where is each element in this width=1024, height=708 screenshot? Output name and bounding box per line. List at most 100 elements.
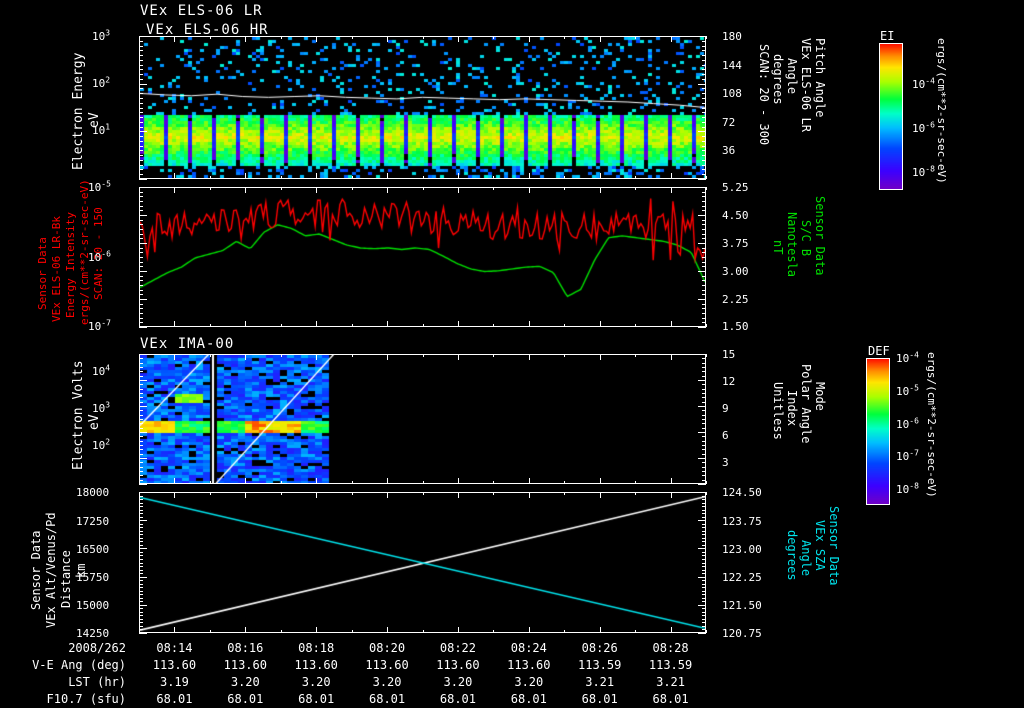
axis-tick: [139, 534, 143, 536]
axis-tick: [698, 36, 706, 37]
axis-tick: [702, 247, 706, 249]
axis-tick: [698, 520, 706, 522]
axis-tick: [139, 294, 143, 296]
footer-row-label-ve-ang: V-E Ang (deg): [32, 658, 126, 672]
panel4-left-axis-line-2: Distance: [59, 550, 73, 608]
axis-tick: [702, 121, 706, 123]
axis-tick: [702, 40, 706, 42]
axis-tick: [702, 513, 706, 515]
axis-tick: [702, 233, 706, 235]
axis-tick: [698, 179, 706, 180]
axis-tick: [139, 445, 143, 446]
axis-tick: [280, 187, 282, 190]
axis-tick: [139, 453, 143, 455]
axis-tick: [528, 478, 530, 484]
axis-tick: [387, 187, 389, 193]
axis-tick: [493, 187, 495, 190]
axis-tick: [702, 466, 706, 468]
axis-tick: [635, 176, 637, 179]
axis-tick: [702, 257, 706, 258]
axis-tick: [387, 321, 389, 327]
panel1-ytick-2: 101: [92, 122, 111, 137]
panel1-right-axis-line-4: SCAN: 20 - 300: [757, 44, 771, 146]
panel1-rtick-0: 180: [722, 30, 742, 43]
panel3-rtick-3: 6: [722, 429, 729, 442]
axis-tick: [702, 375, 706, 377]
axis-tick: [209, 354, 211, 357]
axis-tick: [139, 362, 143, 364]
axis-tick: [698, 380, 706, 381]
panel2-ytick-0: 10-5: [88, 179, 111, 194]
axis-tick: [139, 285, 143, 286]
axis-tick: [139, 201, 143, 202]
axis-tick: [670, 321, 672, 327]
axis-tick: [280, 630, 282, 633]
axis-tick: [139, 117, 143, 119]
footer-ve-ang-2: 113.60: [294, 658, 338, 672]
panel4-ytick-3: 15750: [76, 571, 110, 584]
axis-tick: [139, 102, 143, 104]
axis-tick: [702, 322, 706, 324]
axis-tick: [702, 102, 706, 104]
axis-tick: [528, 187, 530, 193]
axis-tick: [139, 354, 147, 355]
axis-tick: [139, 608, 143, 610]
axis-tick: [139, 523, 143, 525]
axis-tick: [702, 69, 706, 71]
footer-ve-ang-3: 113.60: [365, 658, 409, 672]
panel2-rtick-4: 2.25: [722, 293, 749, 306]
axis-tick: [139, 548, 147, 550]
axis-tick: [702, 471, 706, 472]
axis-tick: [139, 541, 143, 543]
axis-tick: [702, 59, 706, 61]
axis-tick: [702, 566, 706, 568]
axis-tick: [139, 594, 143, 596]
axis-tick: [702, 544, 706, 546]
axis-tick: [706, 630, 707, 633]
axis-tick: [245, 492, 247, 498]
axis-tick: [139, 551, 143, 553]
axis-tick: [702, 449, 706, 451]
axis-tick: [702, 475, 706, 477]
axis-tick: [280, 324, 282, 327]
panel3-rtick-0: 15: [722, 348, 736, 361]
axis-tick: [698, 548, 706, 550]
panel1-ytick-0: 103: [92, 28, 111, 43]
axis-tick: [702, 155, 706, 157]
axis-tick: [139, 45, 143, 47]
footer-time-0: 08:14: [156, 641, 193, 655]
axis-tick: [139, 229, 143, 230]
axis-tick: [139, 471, 143, 472]
footer-f107-3: 68.01: [369, 692, 406, 706]
axis-tick: [599, 173, 601, 179]
colorbar-def-tick-2: 10-6: [896, 416, 919, 431]
axis-tick: [599, 36, 601, 42]
panel2-right-axis-line-2: Nanotesla: [785, 212, 799, 278]
axis-tick: [702, 541, 706, 543]
axis-tick: [139, 145, 143, 147]
axis-tick: [702, 289, 706, 291]
axis-tick: [139, 187, 140, 190]
axis-tick: [702, 371, 706, 373]
axis-tick: [670, 173, 672, 179]
colorbar-ei-unit-label: ergs/(cm**2-sr-sec-eV): [935, 38, 948, 184]
panel4-ytick-1: 17250: [76, 515, 110, 528]
axis-tick: [387, 478, 389, 484]
axis-tick: [245, 478, 247, 484]
axis-tick: [139, 69, 143, 71]
axis-tick: [139, 112, 143, 114]
axis-tick: [316, 478, 318, 484]
axis-tick: [139, 131, 147, 133]
panel2-rtick-0: 5.25: [722, 181, 749, 194]
axis-tick: [280, 354, 282, 357]
axis-tick: [139, 83, 147, 85]
axis-tick: [139, 150, 143, 152]
axis-tick: [139, 93, 143, 95]
axis-tick: [245, 187, 247, 193]
axis-tick: [599, 321, 601, 327]
panel4-ytick-5: 14250: [76, 627, 110, 640]
axis-tick: [139, 327, 147, 328]
footer-lst-0: 3.19: [159, 675, 189, 689]
footer-row-label-f107: F10.7 (sfu): [46, 692, 126, 706]
axis-tick: [670, 478, 672, 484]
